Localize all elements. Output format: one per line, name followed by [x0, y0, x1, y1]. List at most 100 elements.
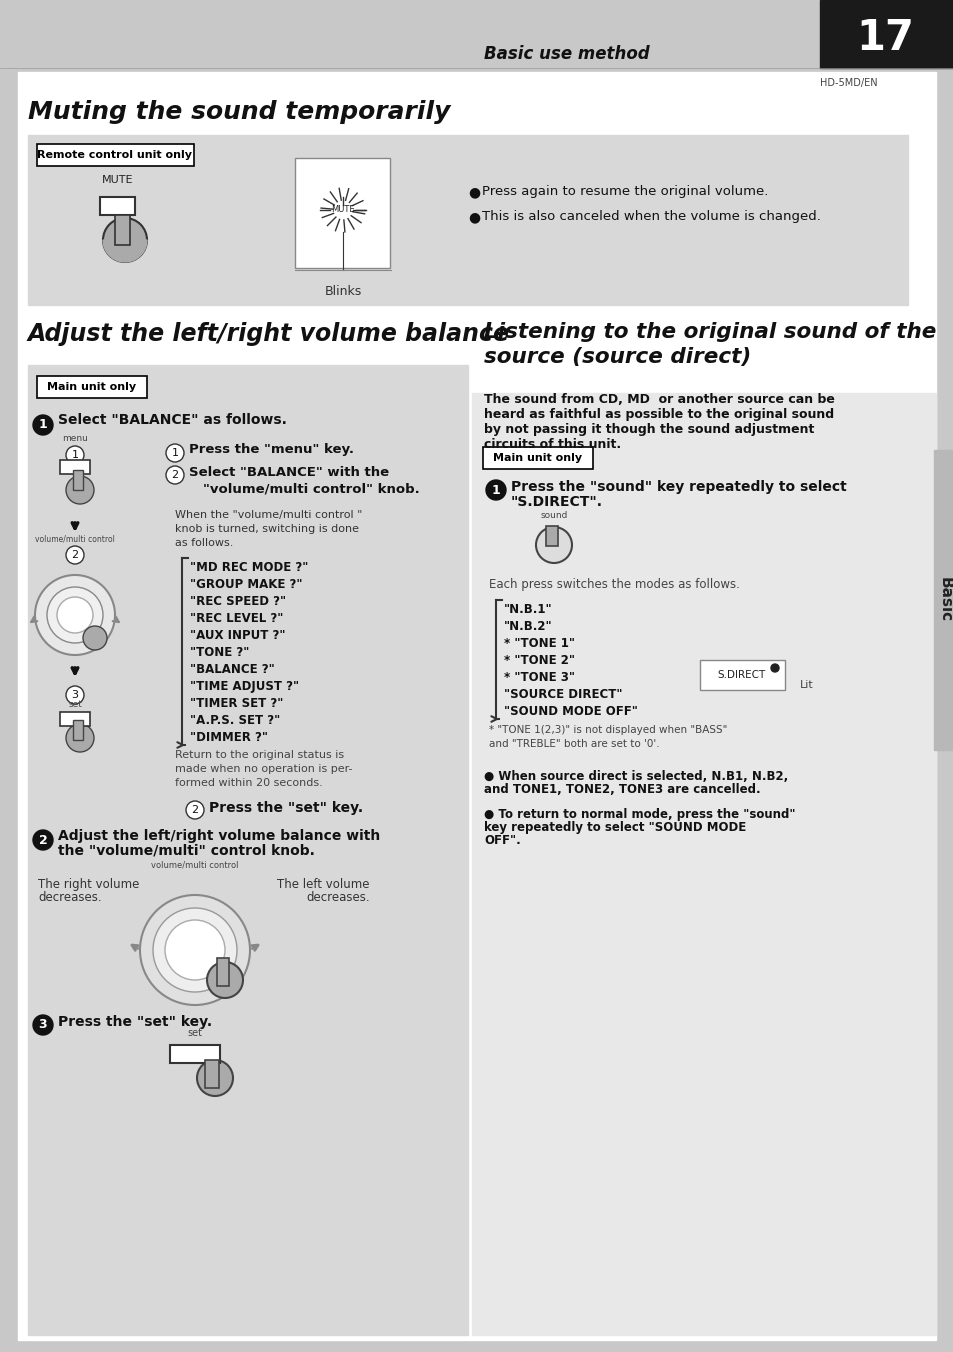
Text: 1: 1: [71, 450, 78, 460]
Circle shape: [186, 800, 204, 819]
Text: volume/multi control: volume/multi control: [152, 861, 238, 869]
Text: "N.B.2": "N.B.2": [503, 621, 552, 633]
Circle shape: [485, 480, 505, 500]
Text: as follows.: as follows.: [174, 538, 233, 548]
Text: set: set: [188, 1028, 202, 1038]
Circle shape: [770, 664, 779, 672]
Text: decreases.: decreases.: [38, 891, 102, 904]
Text: "AUX INPUT ?": "AUX INPUT ?": [190, 629, 285, 642]
Text: "REC SPEED ?": "REC SPEED ?": [190, 595, 286, 608]
Text: and "TREBLE" both are set to '0'.: and "TREBLE" both are set to '0'.: [489, 740, 659, 749]
Text: * "TONE 1(2,3)" is not displayed when "BASS": * "TONE 1(2,3)" is not displayed when "B…: [489, 725, 726, 735]
Text: MUTE: MUTE: [331, 206, 355, 215]
Text: MUTE: MUTE: [102, 174, 133, 185]
Text: * "TONE 1": * "TONE 1": [503, 637, 575, 650]
Text: "REC LEVEL ?": "REC LEVEL ?": [190, 612, 283, 625]
Text: volume/multi control: volume/multi control: [35, 534, 114, 544]
Text: This is also canceled when the volume is changed.: This is also canceled when the volume is…: [481, 210, 820, 223]
Text: "MD REC MODE ?": "MD REC MODE ?": [190, 561, 308, 575]
Text: The left volume: The left volume: [277, 877, 370, 891]
Bar: [205, 1060, 219, 1088]
Bar: [115, 215, 130, 245]
Circle shape: [103, 218, 147, 262]
Text: Select "BALANCE" as follows.: Select "BALANCE" as follows.: [58, 412, 287, 427]
Text: "SOUND MODE OFF": "SOUND MODE OFF": [503, 704, 638, 718]
Text: Select "BALANCE" with the: Select "BALANCE" with the: [189, 465, 389, 479]
Text: "GROUP MAKE ?": "GROUP MAKE ?": [190, 579, 302, 591]
Text: Basic use method: Basic use method: [484, 45, 649, 64]
Text: circuits of this unit.: circuits of this unit.: [483, 438, 620, 452]
Bar: [820, 0, 953, 68]
Text: Lit: Lit: [800, 680, 813, 690]
Circle shape: [66, 446, 84, 464]
Text: Basic: Basic: [937, 577, 951, 622]
Text: source (source direct): source (source direct): [483, 347, 750, 366]
Text: 2: 2: [71, 550, 78, 560]
Circle shape: [33, 1015, 53, 1036]
Bar: [60, 460, 90, 475]
Text: ●: ●: [468, 185, 479, 199]
Bar: [170, 1045, 220, 1063]
Bar: [73, 470, 83, 489]
Text: "DIMMER ?": "DIMMER ?": [190, 731, 268, 744]
Text: Each press switches the modes as follows.: Each press switches the modes as follows…: [489, 579, 740, 591]
Text: "A.P.S. SET ?": "A.P.S. SET ?": [190, 714, 280, 727]
Text: and TONE1, TONE2, TONE3 are cancelled.: and TONE1, TONE2, TONE3 are cancelled.: [483, 783, 760, 796]
Text: S.DIRECT: S.DIRECT: [717, 671, 765, 680]
Text: "BALANCE ?": "BALANCE ?": [190, 662, 274, 676]
Text: Press the "menu" key.: Press the "menu" key.: [189, 443, 354, 457]
Text: Listening to the original sound of the: Listening to the original sound of the: [483, 322, 936, 342]
Text: 2: 2: [172, 470, 178, 480]
Text: * "TONE 3": * "TONE 3": [503, 671, 575, 684]
Text: ● When source direct is selected, N.B1, N.B2,: ● When source direct is selected, N.B1, …: [483, 771, 787, 783]
Text: Main unit only: Main unit only: [493, 453, 582, 462]
Text: The sound from CD, MD  or another source can be: The sound from CD, MD or another source …: [483, 393, 834, 406]
FancyBboxPatch shape: [482, 448, 593, 469]
Bar: [216, 959, 229, 986]
Bar: [28, 135, 907, 306]
Circle shape: [166, 466, 184, 484]
Bar: [933, 450, 953, 750]
Circle shape: [57, 598, 92, 633]
Text: Press the "set" key.: Press the "set" key.: [209, 800, 363, 815]
Circle shape: [33, 830, 53, 850]
Bar: [545, 526, 558, 546]
Text: "TONE ?": "TONE ?": [190, 646, 249, 658]
Text: "N.B.1": "N.B.1": [503, 603, 552, 617]
Text: Press again to resume the original volume.: Press again to resume the original volum…: [481, 185, 767, 197]
Text: 1: 1: [38, 419, 48, 431]
Bar: [472, 393, 935, 1334]
Text: Press the "sound" key repeatedly to select: Press the "sound" key repeatedly to sele…: [511, 480, 846, 493]
Circle shape: [66, 685, 84, 704]
FancyBboxPatch shape: [37, 145, 193, 166]
Circle shape: [83, 626, 107, 650]
Text: 1: 1: [491, 484, 500, 496]
Text: formed within 20 seconds.: formed within 20 seconds.: [174, 777, 322, 788]
Text: Adjust the left/right volume balance: Adjust the left/right volume balance: [28, 322, 510, 346]
Text: "TIME ADJUST ?": "TIME ADJUST ?": [190, 680, 299, 694]
Bar: [0, 0, 953, 68]
Text: 1: 1: [172, 448, 178, 458]
Text: Return to the original status is: Return to the original status is: [174, 750, 344, 760]
Circle shape: [66, 546, 84, 564]
Text: 2: 2: [192, 804, 198, 815]
Text: Main unit only: Main unit only: [48, 383, 136, 392]
Text: Remote control unit only: Remote control unit only: [37, 150, 193, 160]
Text: "TIMER SET ?": "TIMER SET ?": [190, 698, 283, 710]
Text: "S.DIRECT".: "S.DIRECT".: [511, 495, 602, 508]
Circle shape: [152, 909, 236, 992]
Text: knob is turned, switching is done: knob is turned, switching is done: [174, 525, 358, 534]
Circle shape: [536, 527, 572, 562]
Text: "volume/multi control" knob.: "volume/multi control" knob.: [203, 483, 419, 495]
Text: * "TONE 2": * "TONE 2": [503, 654, 575, 667]
Text: heard as faithful as possible to the original sound: heard as faithful as possible to the ori…: [483, 408, 833, 420]
Circle shape: [207, 963, 243, 998]
Polygon shape: [103, 241, 147, 262]
Text: ●: ●: [468, 210, 479, 224]
Bar: [60, 713, 90, 726]
Text: the "volume/multi" control knob.: the "volume/multi" control knob.: [58, 844, 314, 859]
Text: 2: 2: [38, 833, 48, 846]
Text: 17: 17: [855, 18, 913, 59]
Circle shape: [166, 443, 184, 462]
Text: Adjust the left/right volume balance with: Adjust the left/right volume balance wit…: [58, 829, 380, 844]
